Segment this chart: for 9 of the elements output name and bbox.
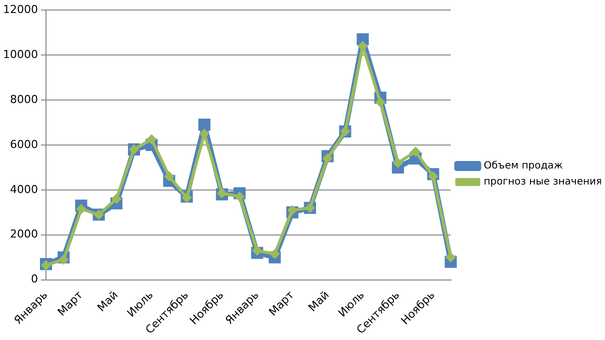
legend-label: прогноз ные значения	[484, 176, 602, 188]
y-tick-label: 0	[30, 272, 38, 286]
y-tick-label: 6000	[10, 138, 38, 151]
y-tick-label: 2000	[10, 228, 38, 241]
y-tick-label: 4000	[10, 182, 38, 196]
y-tick-label: 10000	[2, 48, 38, 61]
y-tick-label: 12000	[2, 2, 38, 16]
legend-label: Объем продаж	[484, 160, 563, 172]
y-tick-label: 8000	[10, 92, 38, 106]
